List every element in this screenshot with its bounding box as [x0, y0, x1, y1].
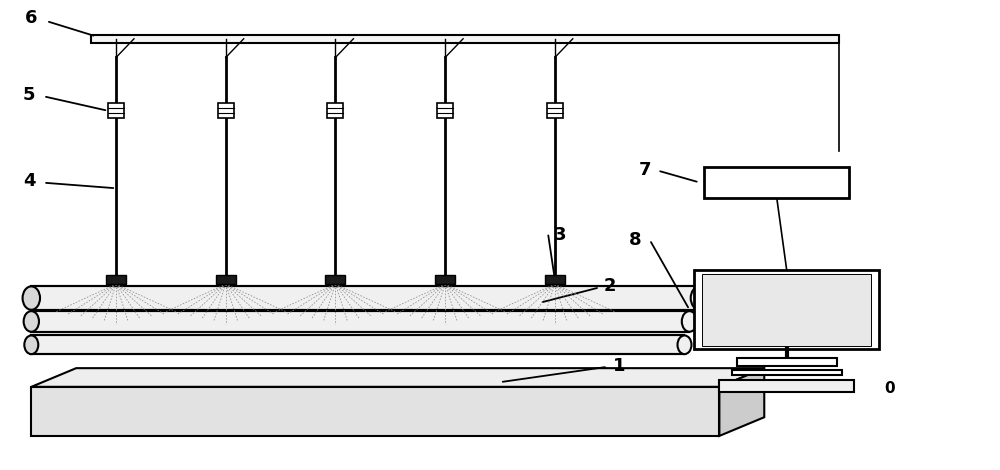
Bar	[216, 274, 236, 284]
Text: 2: 2	[603, 277, 616, 295]
Ellipse shape	[678, 336, 691, 354]
Text: 8: 8	[629, 231, 642, 249]
Bar	[545, 274, 565, 284]
Text: 7: 7	[638, 161, 651, 179]
Bar	[31, 336, 684, 354]
Ellipse shape	[23, 286, 40, 310]
Ellipse shape	[24, 336, 38, 354]
Text: 3: 3	[554, 226, 566, 244]
Polygon shape	[719, 368, 764, 436]
Text: 0: 0	[884, 381, 895, 396]
Bar	[719, 380, 854, 392]
Bar	[702, 274, 871, 346]
Polygon shape	[31, 368, 764, 387]
Polygon shape	[31, 387, 719, 436]
Bar	[218, 103, 234, 118]
Bar	[327, 103, 343, 118]
Bar	[437, 103, 453, 118]
Ellipse shape	[682, 311, 697, 332]
Bar	[435, 274, 455, 284]
Ellipse shape	[691, 286, 708, 310]
Text: 6: 6	[25, 9, 38, 27]
Bar	[106, 274, 126, 284]
Bar	[31, 311, 689, 332]
Bar	[108, 103, 124, 118]
Bar	[547, 103, 563, 118]
Bar	[91, 35, 839, 43]
Bar	[325, 274, 345, 284]
Text: 4: 4	[23, 172, 36, 190]
Ellipse shape	[24, 311, 39, 332]
Bar	[704, 167, 849, 197]
Bar	[737, 358, 837, 366]
Text: 1: 1	[613, 357, 626, 375]
Bar	[31, 286, 699, 310]
Bar	[732, 370, 842, 375]
Text: 5: 5	[23, 86, 36, 104]
Bar	[694, 270, 879, 350]
